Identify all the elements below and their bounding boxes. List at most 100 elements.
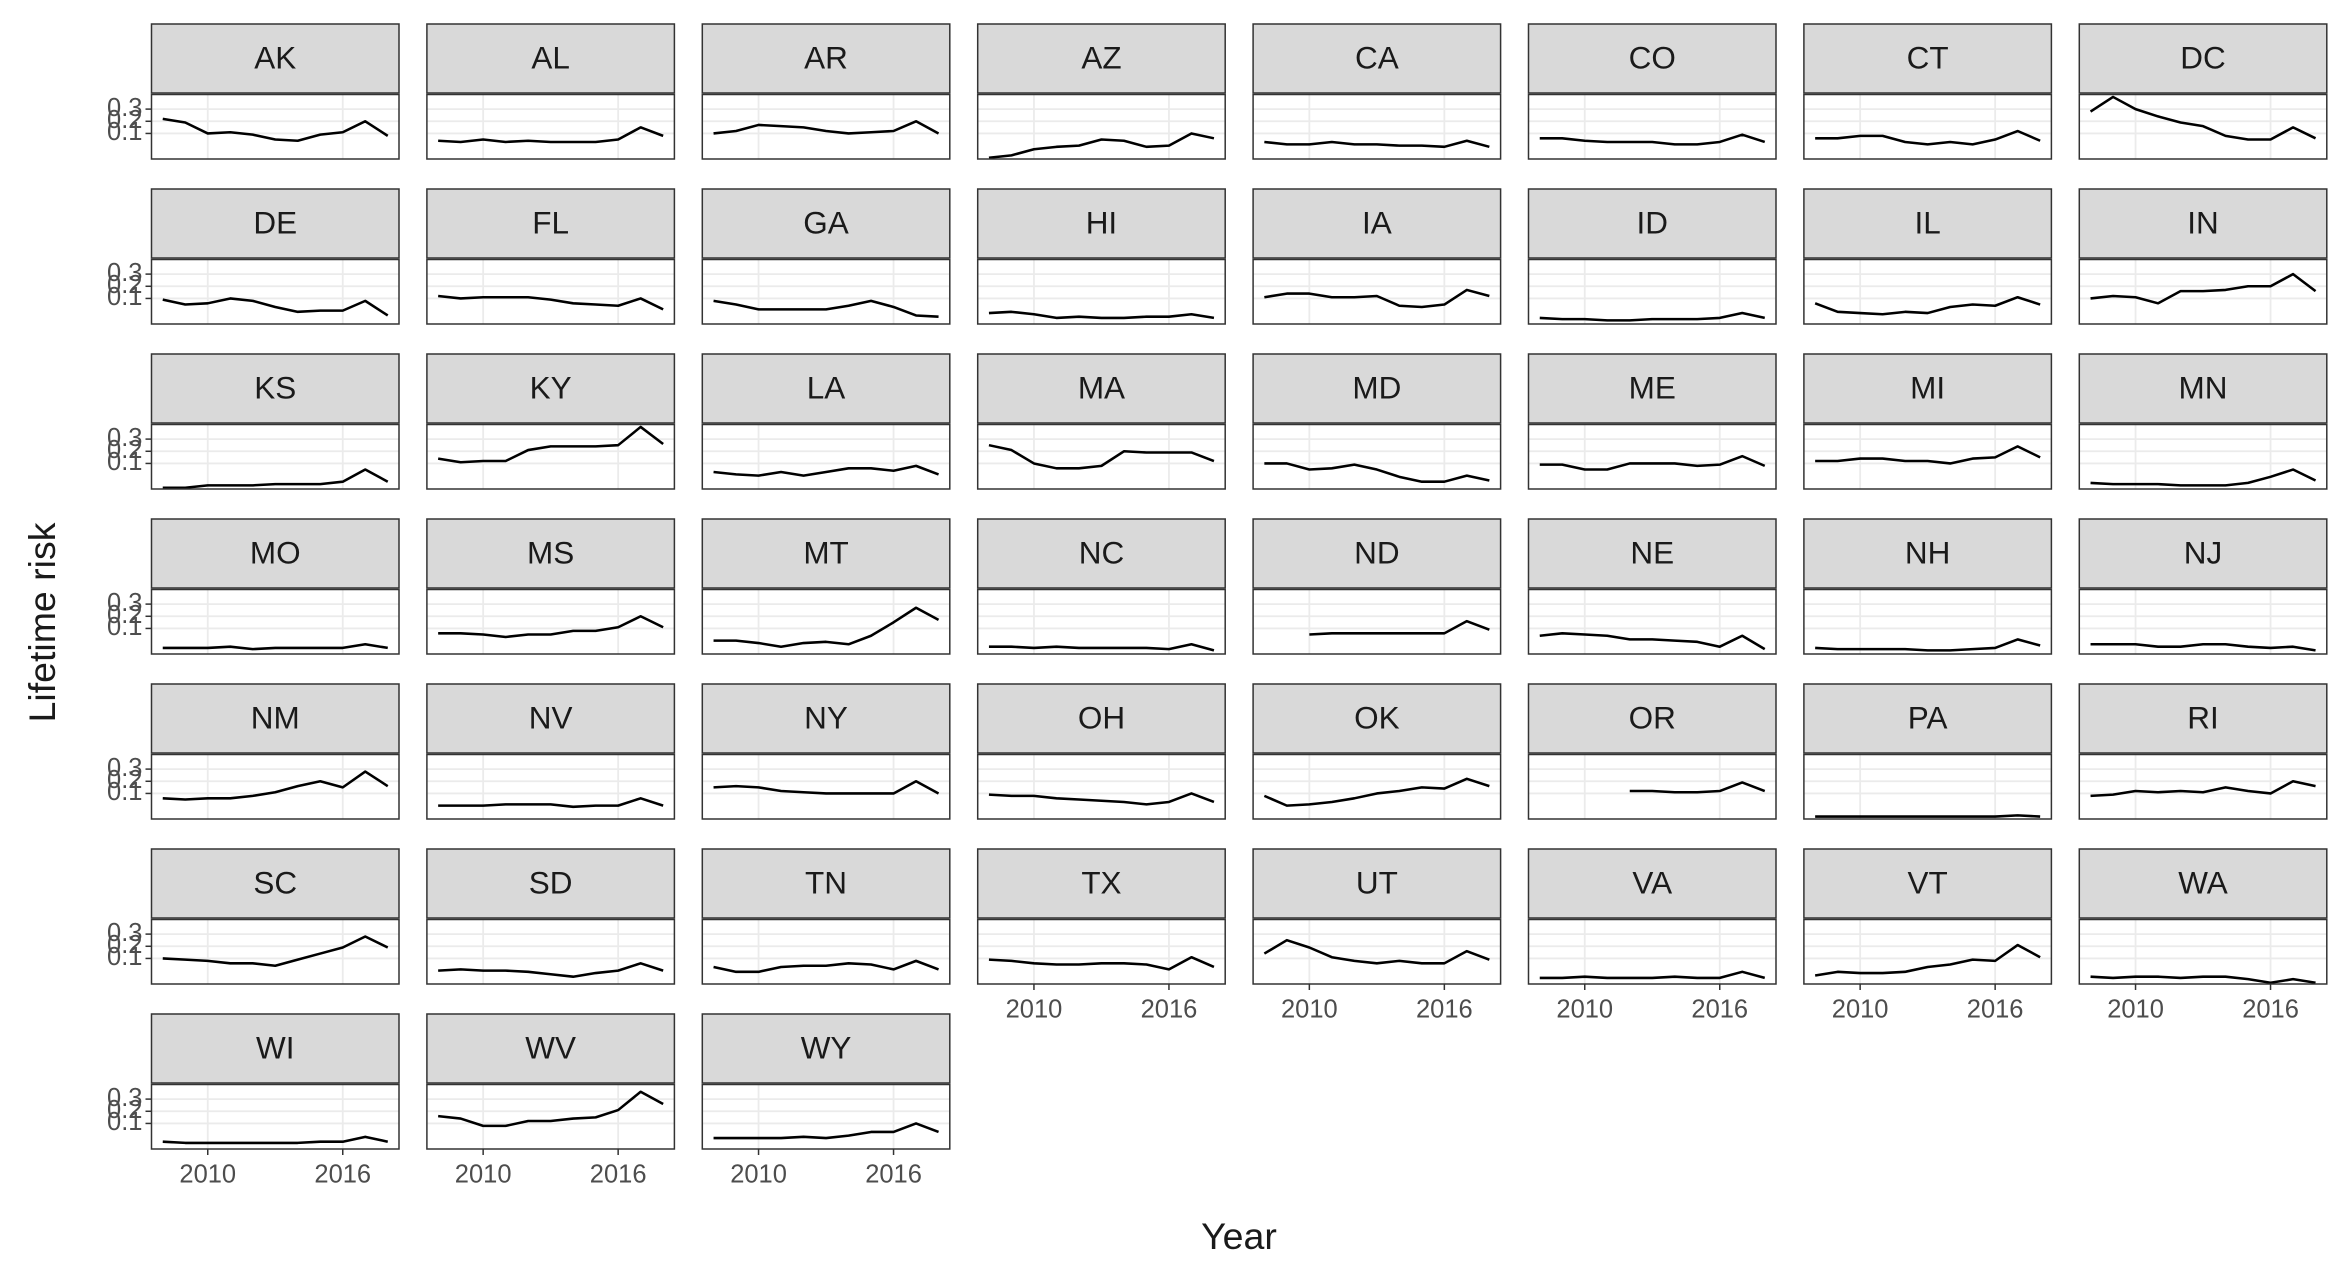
x-tick-label: 2010 (455, 1161, 512, 1189)
y-tick-label: 0.2 (107, 106, 142, 134)
strip (1803, 848, 2053, 919)
panel-background (1253, 919, 1501, 984)
panel-background (977, 424, 1226, 490)
y-tick-label: 0.3 (107, 1084, 142, 1112)
data-line (1629, 781, 1766, 794)
panel-border (1803, 588, 2053, 655)
x-tick-label: 2010 (730, 1161, 787, 1189)
panel-background (1528, 919, 1776, 984)
panel-border (976, 588, 1226, 655)
y-tick-label: 0.3 (107, 919, 142, 947)
strip (426, 683, 676, 754)
panel-background (1528, 754, 1776, 819)
data-line (162, 935, 389, 968)
panel-border (1527, 588, 1777, 655)
panel-background (1803, 259, 2052, 325)
panel-background (977, 94, 1226, 160)
panel-border (701, 918, 951, 985)
strip (1252, 353, 1502, 424)
strip (1527, 518, 1777, 589)
panel-background (1803, 754, 2052, 819)
data-line (438, 614, 664, 639)
strip (426, 188, 676, 259)
data-line (1539, 970, 1766, 980)
panel-background (1803, 94, 2052, 160)
strip (1527, 683, 1777, 754)
x-tick-label: 2010 (1006, 996, 1063, 1024)
y-tick-label: 0.1 (107, 448, 142, 476)
strip (1803, 518, 2053, 589)
panel-background (1803, 589, 2052, 654)
strip-text: VA (1632, 864, 1672, 900)
strip (1527, 23, 1777, 94)
data-line (1539, 632, 1766, 651)
strip (150, 683, 400, 754)
strip-text: ID (1636, 204, 1668, 240)
panel-border (426, 1083, 676, 1150)
strip-text: PA (1908, 699, 1948, 735)
data-line (1815, 638, 2041, 652)
strip-text: OR (1629, 699, 1676, 735)
strip-text: SD (529, 864, 573, 900)
x-tick-label: 2016 (1691, 996, 1748, 1024)
data-line (2090, 272, 2317, 305)
strip-text: SC (253, 864, 297, 900)
panel-background (2079, 919, 2327, 984)
y-tick-label: 0.2 (107, 271, 142, 299)
strip (150, 518, 400, 589)
data-line (1815, 129, 2041, 146)
y-tick-label: 0.2 (107, 766, 142, 794)
data-line (1815, 445, 2041, 465)
y-tick-label: 0.1 (107, 613, 142, 641)
panel-background (426, 424, 675, 490)
strip (976, 848, 1226, 919)
strip (1252, 848, 1502, 919)
strip (150, 848, 400, 919)
y-tick-label: 0.2 (107, 1096, 142, 1124)
strip (976, 683, 1226, 754)
strip (976, 518, 1226, 589)
data-line (1264, 139, 1490, 149)
strip-text: AZ (1081, 39, 1121, 75)
strip (1803, 683, 2053, 754)
data-line (988, 642, 1215, 652)
data-line (438, 1090, 664, 1128)
panel-background (151, 94, 399, 160)
panel-background (1253, 424, 1501, 490)
strip-text: AR (804, 39, 848, 75)
panel-border (150, 918, 400, 985)
panel-border (976, 753, 1226, 820)
panel-background (426, 1084, 675, 1149)
x-tick-label: 2010 (1832, 996, 1889, 1024)
strip-text: VT (1908, 864, 1948, 900)
strip (976, 188, 1226, 259)
panel-background (1253, 589, 1501, 654)
x-axis-title: Year (1201, 1215, 1277, 1257)
y-tick-label: 0.1 (107, 118, 142, 146)
data-line (988, 955, 1215, 971)
panel-background (702, 589, 950, 654)
panel-border (1803, 423, 2053, 490)
panel-background (151, 919, 399, 984)
panel-border (1803, 753, 2053, 820)
strip-text: KS (254, 369, 296, 405)
panel-background (2079, 424, 2327, 490)
x-tick-label: 2016 (590, 1161, 647, 1189)
strip-text: FL (532, 204, 569, 240)
strip (2078, 848, 2328, 919)
x-tick-label: 2016 (1416, 996, 1473, 1024)
strip-text: NC (1079, 534, 1124, 570)
strip-text: GA (803, 204, 848, 240)
panel-background (151, 589, 399, 654)
strip-text: WY (801, 1029, 852, 1065)
strip (1803, 353, 2053, 424)
data-line (1815, 814, 2041, 818)
panel-border (976, 258, 1226, 325)
y-tick-label: 0.3 (107, 259, 142, 287)
data-line (988, 132, 1215, 160)
data-line (162, 1135, 389, 1145)
strip-text: AL (531, 39, 570, 75)
panel-background (1803, 919, 2052, 984)
strip (1527, 848, 1777, 919)
strip (426, 518, 676, 589)
